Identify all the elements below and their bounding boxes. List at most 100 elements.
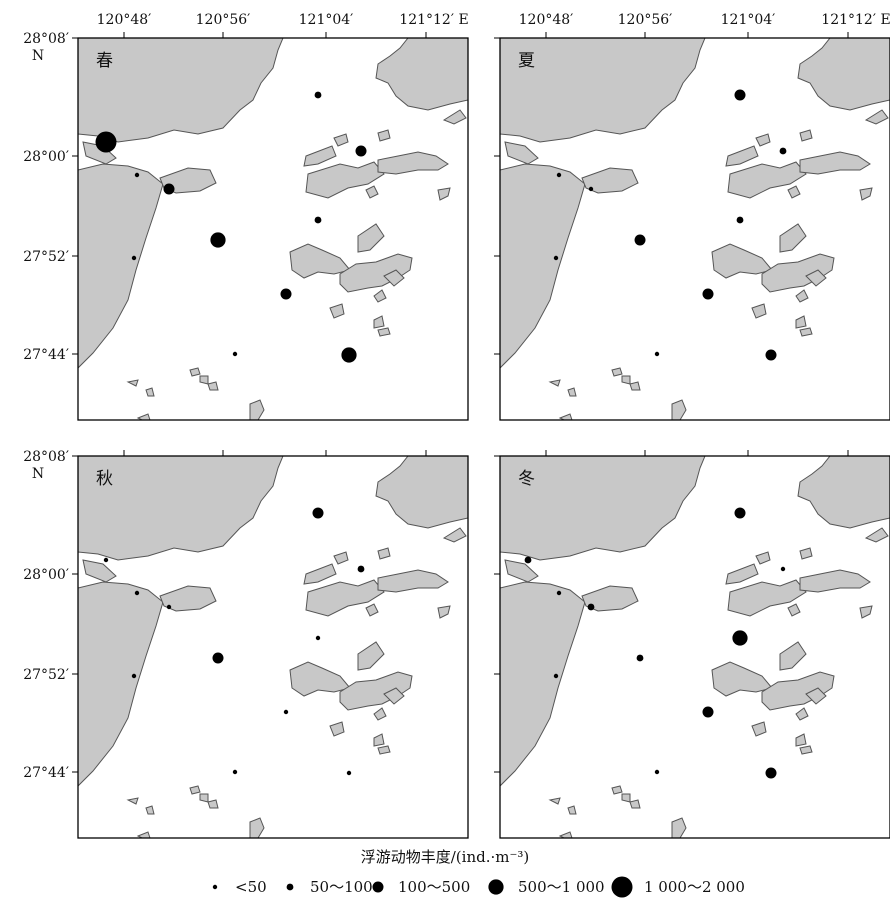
legend-swatch-2	[286, 883, 294, 891]
station-point-11	[553, 673, 559, 679]
land-shape	[799, 327, 813, 337]
map-panel-autumn: 秋	[72, 450, 469, 839]
land-shape	[207, 799, 219, 809]
land-shape	[377, 547, 391, 560]
station-point-6	[210, 232, 226, 248]
map-panel-winter: 冬	[494, 450, 890, 839]
land-shape	[333, 133, 349, 147]
land-shape	[548, 797, 561, 805]
lon-label-1: 120°48′	[97, 12, 152, 28]
station-point-4	[314, 91, 322, 99]
lon-label-2: 120°56′	[618, 12, 673, 28]
land-shape	[500, 163, 586, 369]
land-shape	[671, 817, 687, 838]
station-point-2	[556, 590, 562, 596]
land-shape	[761, 671, 835, 711]
map-content-spring	[78, 38, 468, 420]
legend-swatch-3	[372, 881, 384, 893]
land-shape	[329, 721, 345, 737]
land-shape	[558, 831, 573, 838]
land-shape	[797, 456, 890, 529]
map-panel-spring: 春	[72, 32, 469, 421]
station-point-3	[163, 183, 175, 195]
land-shape	[339, 253, 413, 293]
station-point-5	[780, 566, 786, 572]
land-shape	[199, 375, 209, 385]
land-shape	[333, 551, 349, 565]
legend-swatch-4	[488, 879, 504, 895]
season-label-winter: 冬	[518, 469, 535, 489]
land-shape	[373, 707, 387, 721]
lat-label-3: 27°52′	[23, 667, 69, 683]
land-shape	[671, 399, 687, 420]
station-point-1	[95, 131, 117, 153]
land-shape	[567, 387, 577, 397]
land-shape	[727, 161, 807, 199]
land-shape	[799, 547, 813, 560]
station-point-11	[131, 673, 137, 679]
map-frame-summer	[499, 37, 890, 421]
land-shape	[779, 641, 807, 671]
season-label-summer: 夏	[518, 51, 535, 71]
legend-label-1: <50	[235, 878, 267, 896]
legend-label-3: 100～500	[398, 878, 470, 896]
lon-label-4: 121°12′ E	[821, 12, 890, 28]
land-shape	[799, 129, 813, 142]
land-shape	[504, 141, 539, 165]
station-point-3	[588, 186, 594, 192]
lat-suffix-label: N	[32, 48, 44, 64]
land-shape	[305, 161, 385, 199]
land-shape	[377, 745, 391, 755]
station-point-4	[734, 89, 746, 101]
legend-title: 浮游动物丰度/(ind.·m⁻³)	[361, 848, 530, 866]
land-shape	[787, 185, 801, 199]
station-point-2	[556, 172, 562, 178]
land-shape	[329, 303, 345, 319]
land-shape	[78, 163, 164, 369]
station-point-7	[314, 216, 322, 224]
land-shape	[611, 785, 623, 795]
land-shape	[797, 38, 890, 111]
land-shape	[500, 38, 706, 143]
lon-label-2: 120°56′	[196, 12, 251, 28]
land-shape	[795, 733, 807, 747]
lon-label-3: 121°04′	[299, 12, 354, 28]
season-label-autumn: 秋	[96, 469, 113, 489]
land-shape	[375, 38, 468, 111]
land-shape	[581, 167, 639, 194]
land-shape	[289, 661, 351, 697]
legend-label-4: 500～1 000	[518, 878, 605, 896]
land-shape	[305, 579, 385, 617]
land-shape	[751, 721, 767, 737]
land-shape	[621, 793, 631, 803]
map-panel-summer: 夏	[494, 32, 890, 421]
station-point-4	[312, 507, 324, 519]
land-shape	[500, 456, 706, 561]
land-shape	[779, 223, 807, 253]
land-shape	[442, 109, 467, 125]
lat-label-3: 27°52′	[23, 249, 69, 265]
land-shape	[442, 527, 467, 543]
station-point-9	[232, 351, 238, 357]
land-shape	[795, 707, 809, 721]
map-frame-winter	[499, 455, 890, 839]
station-point-4	[734, 507, 746, 519]
land-shape	[859, 187, 873, 201]
land-shape	[78, 581, 164, 787]
land-shape	[864, 527, 889, 543]
station-point-10	[341, 347, 357, 363]
land-shape	[145, 805, 155, 815]
land-shape	[145, 387, 155, 397]
land-shape	[377, 151, 449, 175]
land-shape	[629, 799, 641, 809]
land-shape	[339, 671, 413, 711]
station-point-10	[346, 770, 352, 776]
lat-label-2: 28°00′	[23, 149, 69, 165]
legend-label-2: 50～100	[310, 878, 373, 896]
map-frame-spring	[77, 37, 469, 421]
lat-label-1: 28°08′	[23, 449, 69, 465]
land-shape	[249, 817, 265, 838]
land-shape	[373, 289, 387, 303]
station-point-7	[736, 216, 744, 224]
